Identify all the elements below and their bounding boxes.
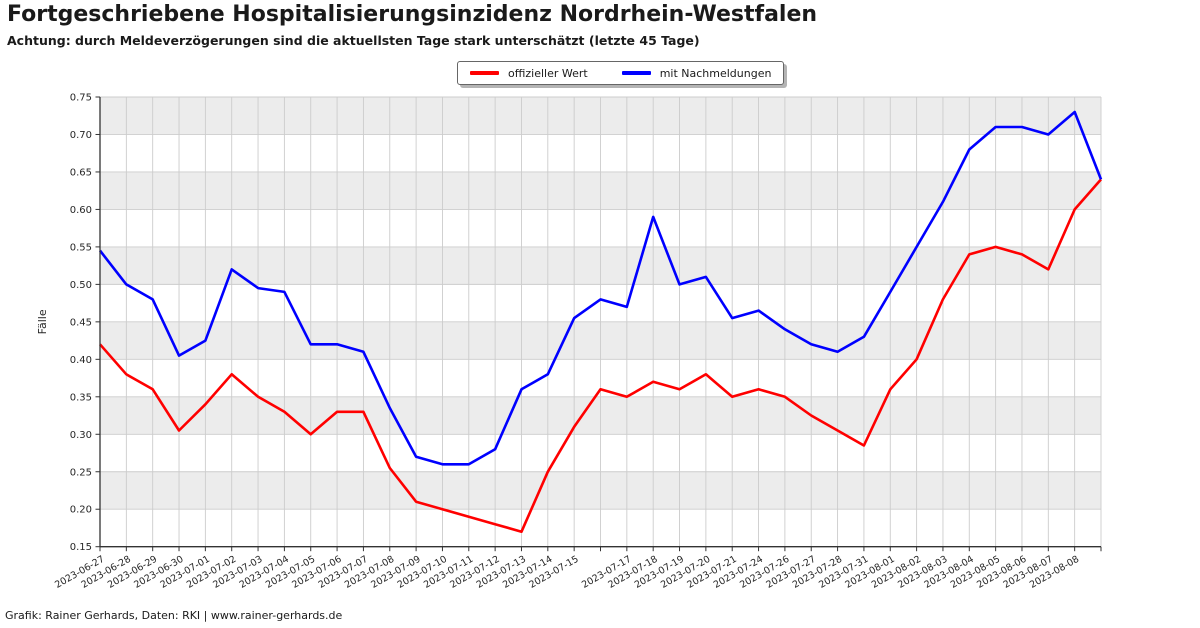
series-line-nachmeldungen-blue [98,110,1103,466]
legend-label-nachmeldungen: mit Nachmeldungen [659,66,772,80]
y-tick-label: 0.75 [70,93,92,104]
credit-footer: Grafik: Rainer Gerhards, Daten: RKI | ww… [5,609,343,622]
y-tick-label: 0.35 [70,392,92,403]
blue-line-swatch [621,71,651,75]
y-tick-label: 0.45 [70,317,92,328]
y-tick-label: 0.25 [70,467,92,478]
grid-vertical [99,97,1102,547]
y-tick-label: 0.70 [70,130,92,141]
axis-ticks [95,96,1102,552]
y-tick-label: 0.20 [70,505,92,516]
y-tick-label: 0.55 [70,242,92,253]
series-line-official-red [99,178,1102,534]
y-tick-label: 0.65 [70,167,92,178]
page-title: Fortgeschriebene Hospitalisierungsinzide… [7,2,818,27]
legend-item-official: offizieller Wert [470,67,588,80]
y-tick-label: 0.50 [70,280,92,291]
y-axis-label: Fälle [36,309,49,334]
chart-legend: offizieller Wert mit Nachmeldungen [457,61,785,85]
y-tick-label: 0.60 [70,205,92,216]
y-tick-labels: 0.15 0.20 0.25 0.30 0.35 0.40 0.45 0.50 0.55 0.60… [70,93,92,554]
red-line-swatch [470,71,499,75]
legend-item-nachmeldungen: mit Nachmeldungen [621,66,772,80]
y-tick-label: 0.15 [70,542,92,553]
y-tick-label: 0.40 [70,355,92,366]
chart-subtitle-warning: Achtung: durch Meldeverzögerungen sind d… [7,33,700,48]
y-tick-label: 0.30 [70,430,92,441]
x-tick-labels: 2023-06-272023-06-282023-06-292023-06-30… [53,554,1081,591]
legend-label-official: offizieller Wert [508,66,588,80]
